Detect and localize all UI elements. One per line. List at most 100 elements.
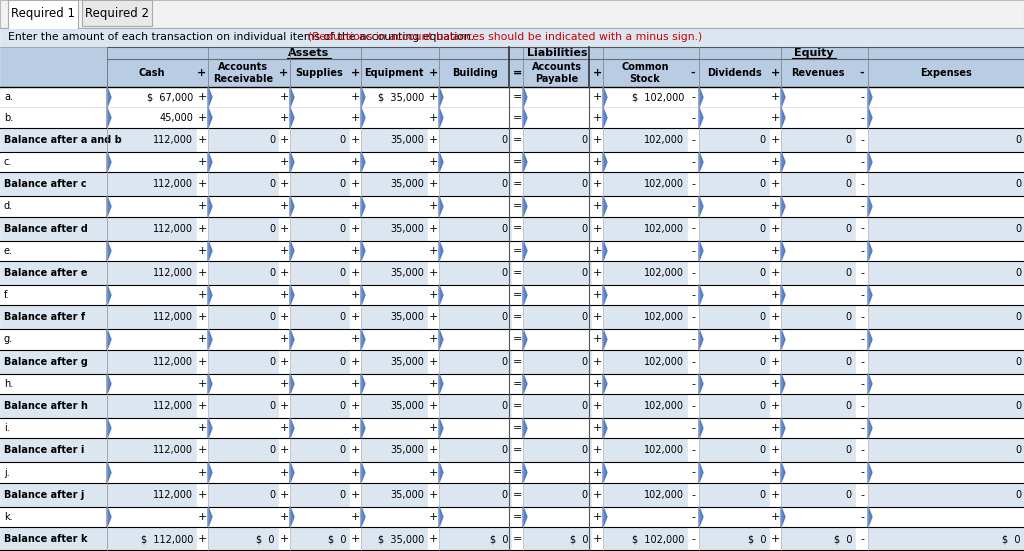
Bar [868,329,1024,350]
Text: $  0: $ 0 [569,534,588,544]
Bar [361,350,427,374]
Bar [290,305,349,329]
Bar [0,329,106,350]
Bar [868,152,1024,172]
Text: +: + [770,224,779,234]
Text: -: - [691,401,695,411]
Bar [868,507,1024,527]
Bar [106,285,196,305]
Bar [439,305,511,329]
Text: +: + [428,246,437,256]
Text: +: + [350,423,359,433]
Text: -: - [860,202,864,212]
Bar [361,305,427,329]
Bar [290,217,349,241]
Text: -: - [691,268,695,278]
Bar [439,374,511,394]
Bar [439,483,511,507]
Text: =: = [512,401,521,411]
Text: =: = [512,356,521,366]
Text: 0: 0 [340,490,346,500]
Text: +: + [592,246,602,256]
Text: Balance after e: Balance after e [4,268,87,278]
Text: +: + [198,246,207,256]
Text: +: + [198,135,207,145]
Text: -: - [691,379,695,389]
Bar [0,107,106,128]
Bar [208,462,278,483]
Polygon shape [781,87,785,107]
Text: +: + [770,268,779,278]
Bar [439,241,511,261]
Text: 0: 0 [502,445,508,455]
Polygon shape [106,462,111,483]
Text: $  35,000: $ 35,000 [378,92,424,102]
Text: 102,000: 102,000 [644,490,684,500]
Polygon shape [868,507,872,527]
Polygon shape [439,87,443,107]
Text: =: = [512,334,521,344]
Text: $  0: $ 0 [748,534,766,544]
Bar [868,439,1024,462]
Bar [439,462,511,483]
Text: Expenses: Expenses [921,68,972,78]
Text: 0: 0 [269,445,275,455]
Text: +: + [198,401,207,411]
Text: +: + [428,202,437,212]
Text: +: + [428,445,437,455]
Text: d.: d. [4,202,13,212]
Bar [290,350,349,374]
Text: -: - [690,68,695,78]
Bar [0,128,106,152]
Bar [0,217,106,241]
Text: +: + [198,224,207,234]
Text: 0: 0 [760,135,766,145]
Text: =: = [512,512,521,522]
Text: -: - [691,356,695,366]
Text: +: + [198,512,207,522]
Bar [523,107,591,128]
Text: =: = [512,268,521,278]
Bar [523,152,591,172]
Polygon shape [868,418,872,439]
Bar [361,439,427,462]
Bar [603,394,687,418]
Bar [523,374,591,394]
Bar [361,329,427,350]
Polygon shape [603,374,607,394]
Text: 0: 0 [1015,490,1021,500]
Text: +: + [770,202,779,212]
Bar [523,261,591,285]
Bar [868,172,1024,196]
Text: +: + [428,113,437,123]
Bar [361,107,427,128]
Text: -: - [691,113,695,123]
Bar [699,439,769,462]
Bar [781,507,855,527]
Text: +: + [428,290,437,300]
Polygon shape [290,418,294,439]
Bar [603,527,687,551]
Polygon shape [523,285,527,305]
Text: +: + [770,401,779,411]
Text: +: + [350,202,359,212]
Bar [868,394,1024,418]
Bar [439,128,511,152]
Text: 0: 0 [269,135,275,145]
Text: +: + [350,512,359,522]
Bar [439,152,511,172]
Bar [0,152,106,172]
Polygon shape [290,152,294,172]
Text: 0: 0 [846,356,852,366]
Bar [699,241,769,261]
Bar [603,329,687,350]
Bar [781,196,855,217]
Bar [106,128,196,152]
Text: +: + [592,268,602,278]
Text: a.: a. [4,92,13,102]
Bar [439,418,511,439]
Bar [290,374,349,394]
Text: 0: 0 [846,312,852,322]
Text: +: + [350,468,359,478]
Polygon shape [603,107,607,128]
